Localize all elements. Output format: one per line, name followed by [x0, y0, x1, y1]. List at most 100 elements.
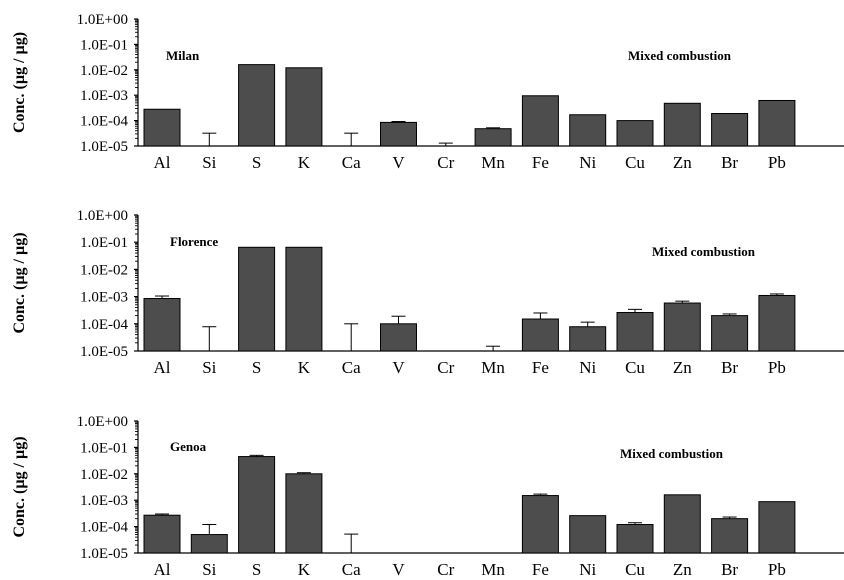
- x-tick-label: V: [392, 153, 405, 172]
- x-tick-label: Zn: [673, 358, 692, 377]
- bar-si: [190, 534, 228, 554]
- bar-al: [143, 298, 181, 352]
- x-tick-label: Mn: [481, 358, 505, 377]
- y-tick-label: 1.0E-05: [80, 344, 128, 360]
- x-tick-label: Fe: [532, 358, 549, 377]
- x-tick-label: Ni: [579, 560, 596, 579]
- x-tick-label: Al: [154, 560, 171, 579]
- bar-s: [238, 64, 276, 147]
- x-tick-label: K: [298, 358, 311, 377]
- annotation-label: Mixed combustion: [628, 48, 732, 63]
- bar-s: [238, 456, 276, 554]
- x-tick-label: Pb: [768, 153, 786, 172]
- x-tick-label: Cu: [625, 358, 645, 377]
- bar-cu: [616, 120, 654, 147]
- panel-title: Milan: [166, 48, 200, 63]
- y-tick-label: 1.0E+00: [77, 12, 128, 28]
- panel-milan: 1.0E-05 1.0E-04 1.0E-03 1.0E-02 1.0E-01 1.0E+…: [11, 12, 844, 172]
- x-tick-label: Mn: [481, 560, 505, 579]
- bar-ni: [569, 515, 607, 554]
- bar-k: [285, 473, 323, 554]
- x-tick-label: Fe: [532, 153, 549, 172]
- bar-br: [711, 315, 749, 352]
- bar-zn: [663, 302, 701, 352]
- y-tick-label: 1.0E-04: [80, 114, 128, 130]
- x-tick-label: S: [252, 153, 261, 172]
- bar-mn: [474, 128, 512, 147]
- y-tick-label: 1.0E-03: [80, 493, 128, 509]
- x-tick-label: Si: [202, 153, 216, 172]
- panel-genoa: 1.0E-05 1.0E-04 1.0E-03 1.0E-02 1.0E-01 1.0E+…: [11, 414, 844, 579]
- x-tick-label: Cr: [437, 153, 454, 172]
- bar-k: [285, 246, 323, 352]
- x-tick-label: Cu: [625, 560, 645, 579]
- y-tick-label: 1.0E-04: [80, 317, 128, 333]
- x-tick-label: Br: [721, 153, 738, 172]
- x-tick-label: Ni: [579, 358, 596, 377]
- x-tick-label: Pb: [768, 560, 786, 579]
- bar-br: [711, 518, 749, 554]
- bar-cu: [616, 524, 654, 554]
- bar-zn: [663, 102, 701, 147]
- y-tick-label: 1.0E-03: [80, 290, 128, 306]
- bar-fe: [521, 95, 559, 147]
- x-tick-label: V: [392, 560, 405, 579]
- x-tick-label: Cr: [437, 358, 454, 377]
- y-tick-label: 1.0E-01: [80, 235, 128, 251]
- bar-fe: [521, 495, 559, 554]
- bar-v: [380, 323, 417, 352]
- x-tick-label: Ni: [579, 153, 596, 172]
- x-tick-label: Zn: [673, 153, 692, 172]
- y-axis-title: Conc. (µg / µg): [11, 436, 28, 537]
- x-tick-label: S: [252, 358, 261, 377]
- y-tick-label: 1.0E-02: [80, 467, 128, 483]
- y-tick-label: 1.0E-01: [80, 440, 128, 456]
- y-tick-label: 1.0E-01: [80, 37, 128, 53]
- x-tick-label: Mn: [481, 153, 505, 172]
- y-axis-title: Conc. (µg / µg): [11, 32, 28, 133]
- x-tick-label: Cr: [437, 560, 454, 579]
- x-tick-label: Al: [154, 358, 171, 377]
- bar-al: [143, 514, 181, 554]
- bar-al: [143, 108, 181, 147]
- x-tick-label: Fe: [532, 560, 549, 579]
- y-tick-label: 1.0E+00: [77, 208, 128, 224]
- x-tick-label: Zn: [673, 560, 692, 579]
- bar-s: [238, 246, 276, 352]
- bar-br: [711, 113, 749, 147]
- y-axis-title: Conc. (µg / µg): [11, 232, 28, 333]
- annotation-label: Mixed combustion: [652, 244, 756, 259]
- bar-cu: [616, 312, 654, 352]
- y-tick-label: 1.0E-02: [80, 262, 128, 278]
- x-tick-label: K: [298, 153, 311, 172]
- panel-title: Genoa: [170, 439, 207, 454]
- y-tick-label: 1.0E-02: [80, 63, 128, 79]
- x-tick-label: Pb: [768, 358, 786, 377]
- y-tick-label: 1.0E-05: [80, 546, 128, 562]
- y-tick-label: 1.0E+00: [77, 414, 128, 430]
- bar-k: [285, 67, 323, 147]
- annotation-label: Mixed combustion: [620, 446, 724, 461]
- x-tick-label: Si: [202, 358, 216, 377]
- x-tick-label: Ca: [342, 358, 361, 377]
- x-tick-label: V: [392, 358, 405, 377]
- y-tick-label: 1.0E-04: [80, 520, 128, 536]
- x-tick-label: Al: [154, 153, 171, 172]
- x-tick-label: Ca: [342, 560, 361, 579]
- x-tick-label: Br: [721, 560, 738, 579]
- bar-pb: [758, 99, 796, 147]
- panel-title: Florence: [170, 234, 218, 249]
- bar-v: [380, 121, 417, 147]
- bar-ni: [569, 114, 607, 147]
- bar-pb: [758, 501, 796, 554]
- panel-florence: 1.0E-05 1.0E-04 1.0E-03 1.0E-02 1.0E-01 1.0E+…: [11, 208, 844, 377]
- y-tick-label: 1.0E-03: [80, 88, 128, 104]
- bar-zn: [663, 494, 701, 554]
- y-tick-label: 1.0E-05: [80, 139, 128, 155]
- x-tick-label: S: [252, 560, 261, 579]
- x-tick-label: Cu: [625, 153, 645, 172]
- x-tick-label: Br: [721, 358, 738, 377]
- bar-fe: [521, 318, 559, 352]
- x-tick-label: Si: [202, 560, 216, 579]
